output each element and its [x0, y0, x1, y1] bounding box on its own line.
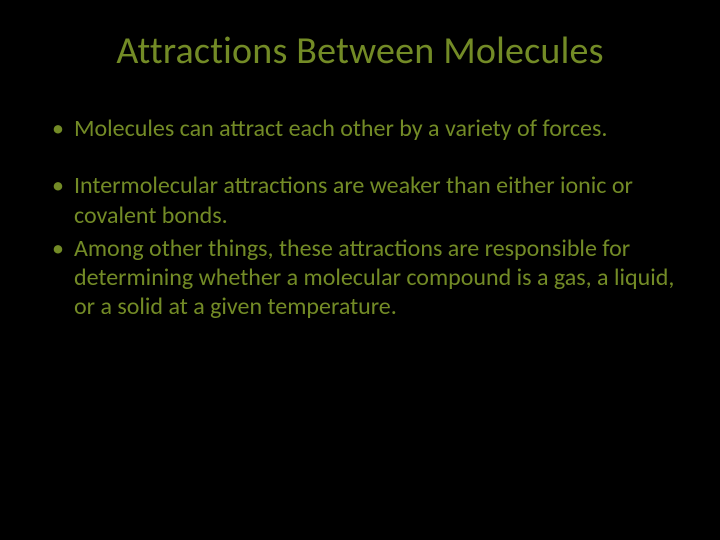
bullet-list: Molecules can attract each other by a va… [40, 114, 680, 322]
bullet-item: Among other things, these attractions ar… [48, 234, 680, 322]
slide-title: Attractions Between Molecules [40, 28, 680, 74]
bullet-item: Intermolecular attractions are weaker th… [48, 171, 680, 230]
slide: Attractions Between Molecules Molecules … [0, 0, 720, 540]
bullet-item: Molecules can attract each other by a va… [48, 114, 680, 143]
